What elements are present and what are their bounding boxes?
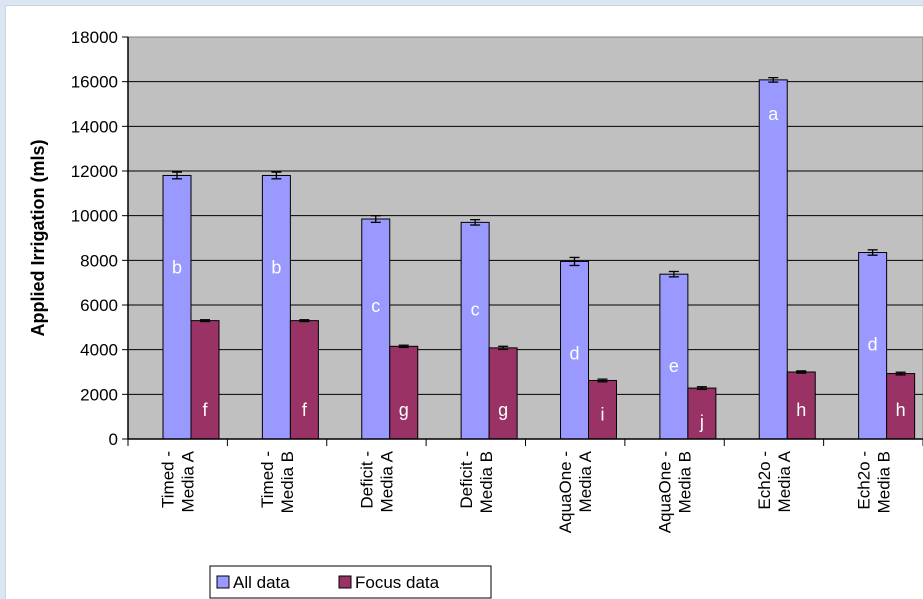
x-category-label-line: Media A: [377, 450, 396, 512]
x-category-label-line: AquaOne -: [556, 451, 575, 533]
x-category-label-line: Media A: [179, 450, 198, 512]
y-axis-label: Applied Irrigation (mls): [28, 139, 48, 336]
bar: [560, 260, 589, 440]
x-category-label: AquaOne - Media A: [556, 450, 595, 533]
bar-significance-label: f: [302, 400, 308, 420]
bar-significance-label: h: [796, 400, 806, 420]
bar-significance-label: a: [768, 104, 779, 124]
axes: [122, 36, 923, 446]
x-category-label: Deficit - Media A: [357, 450, 396, 512]
bar: [289, 320, 319, 440]
y-tick-label: 14000: [71, 117, 118, 136]
x-category-label-line: Deficit -: [457, 451, 476, 509]
x-category-label: Deficit - Media B: [457, 451, 496, 513]
y-tick-label: 4000: [80, 341, 118, 360]
x-category-label: AquaOne - Media B: [656, 451, 695, 533]
bar-significance-label: b: [271, 257, 281, 277]
x-category-label-line: Timed -: [159, 451, 178, 508]
bar: [460, 221, 490, 440]
x-category-label-line: Timed -: [258, 451, 277, 508]
bar: [786, 371, 816, 440]
x-category-label-line: Media A: [775, 450, 794, 512]
x-category-label-line: Media A: [576, 450, 595, 512]
x-category-label: Timed - Media B: [258, 451, 297, 513]
x-category-label-line: AquaOne -: [656, 451, 675, 533]
x-category-labels: Timed - Media A Timed - Media B Deficit - Med…: [159, 450, 894, 533]
y-tick-label: 6000: [80, 296, 118, 315]
y-tick-label: 2000: [80, 385, 118, 404]
legend-swatch-focus-data: [338, 575, 352, 589]
legend-label-all-data: All data: [233, 573, 290, 592]
bar-significance-label: d: [569, 343, 579, 363]
x-category-label-line: Media B: [676, 451, 695, 513]
x-category-label-line: Media B: [278, 451, 297, 513]
bar-significance-label: e: [669, 356, 679, 376]
legend: All data Focus data: [209, 565, 492, 599]
bar-significance-label: j: [699, 412, 704, 432]
bar-significance-label: h: [896, 400, 906, 420]
x-category-label-line: Deficit -: [357, 451, 376, 509]
x-category-label: Ech2o - Media A: [755, 450, 794, 512]
legend-swatch-all-data: [216, 575, 230, 589]
y-tick-label: 12000: [71, 162, 118, 181]
y-tick-label: 0: [109, 430, 118, 449]
x-category-label: Timed - Media A: [159, 450, 198, 512]
bar: [261, 174, 291, 440]
x-category-label-line: Media B: [874, 451, 893, 513]
bar: [162, 174, 192, 440]
y-tick-label: 18000: [71, 28, 118, 47]
bar: [588, 379, 617, 440]
bars: b f b f c g c g d i e j a h d h: [162, 76, 916, 440]
bar: [886, 373, 916, 440]
x-category-label-line: Ech2o -: [755, 451, 774, 510]
legend-label-focus-data: Focus data: [355, 573, 440, 592]
bar: [361, 218, 391, 440]
y-tick-label: 16000: [71, 73, 118, 92]
bar-significance-label: c: [471, 299, 480, 319]
bar: [389, 345, 419, 440]
gridlines: [128, 81, 923, 395]
bar-significance-label: g: [498, 400, 508, 420]
bar-significance-label: d: [868, 335, 878, 355]
bar-significance-label: b: [172, 257, 182, 277]
chart-frame: b f b f c g c g d i e j a h d h 0 2000 4000 6000 8000 10000 1…: [6, 6, 923, 599]
bar-significance-label: f: [202, 400, 208, 420]
bar-significance-label: g: [399, 400, 409, 420]
y-tick-label: 8000: [80, 251, 118, 270]
y-tick-labels: 0 2000 4000 6000 8000 10000 12000 14000 16000 180…: [71, 28, 118, 449]
x-category-label: Ech2o - Media B: [854, 451, 893, 513]
bar: [488, 347, 518, 440]
y-tick-label: 10000: [71, 207, 118, 226]
bar-significance-label: c: [371, 296, 380, 316]
bar: [659, 273, 689, 440]
bar: [190, 320, 220, 440]
bar-chart: b f b f c g c g d i e j a h d h 0 2000 4000 6000 8000 10000 1…: [28, 28, 923, 599]
bar: [758, 79, 788, 440]
bar-significance-label: i: [601, 404, 605, 424]
x-category-label-line: Ech2o -: [854, 451, 873, 510]
x-category-label-line: Media B: [477, 451, 496, 513]
